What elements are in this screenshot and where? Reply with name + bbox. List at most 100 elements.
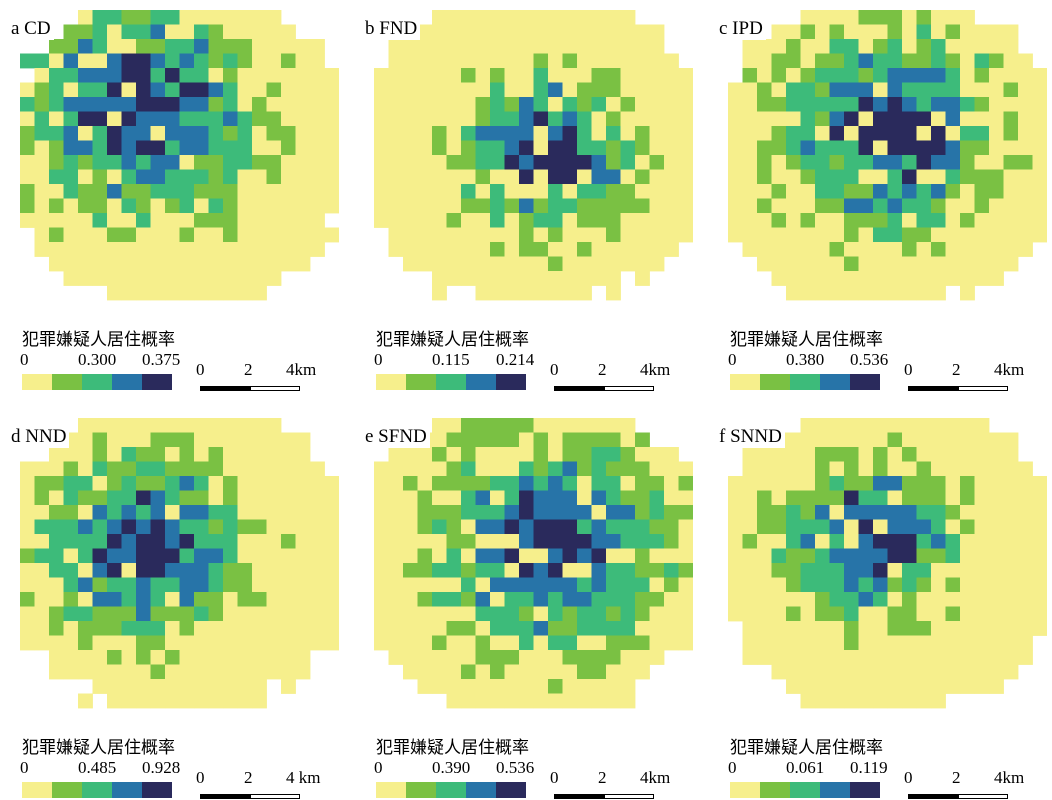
legend-title: 犯罪嫌疑人居住概率 [376,330,529,350]
raster-cell [208,650,224,665]
raster-cell [873,140,888,156]
raster-cell [92,563,108,578]
raster-cell [858,82,874,98]
raster-cell [844,242,859,257]
raster-cell [815,82,830,98]
raster-cell [49,519,64,535]
raster-cell [194,126,209,141]
raster-cell [417,534,433,549]
raster-cell [165,285,180,301]
raster-cell [916,606,932,622]
raster-cell [504,256,520,272]
legend-swatch [406,782,436,798]
raster-cell [887,534,903,549]
raster-cell [20,198,35,214]
raster-cell [266,461,282,477]
raster-cell [562,476,578,491]
raster-cell [664,198,679,214]
raster-cell [281,184,296,199]
raster-cell [728,563,743,578]
raster-cell [150,24,166,40]
raster-cell [63,82,79,98]
raster-cell [678,606,693,622]
raster-cell [446,140,462,156]
raster-cell [989,53,1004,69]
raster-cell [649,592,665,607]
raster-cell [533,271,549,286]
raster-cell [829,505,845,520]
raster-cell [844,213,859,228]
raster-cell [49,635,64,651]
raster-cell [519,635,534,651]
raster-cell [121,418,137,433]
raster-cell [374,198,389,214]
raster-cell [916,97,932,112]
raster-cell [1032,213,1047,228]
raster-cell [295,198,311,214]
raster-cell [635,577,650,593]
raster-cell [223,242,238,257]
raster-cell [107,664,122,680]
raster-cell [121,68,137,83]
raster-cell [916,418,932,433]
raster-cell [815,635,830,651]
raster-cell [887,447,903,462]
raster-cell [815,621,830,636]
raster-cell [858,505,874,520]
raster-cell [63,155,79,170]
raster-cell [916,505,932,520]
raster-cell [107,140,122,156]
raster-cell [829,548,845,564]
raster-cell [136,519,151,535]
raster-cell [742,155,758,170]
raster-cell [844,169,859,185]
raster-cell [577,505,592,520]
raster-cell [757,97,772,112]
raster-cell [281,432,296,448]
raster-cell [388,447,404,462]
raster-cell [533,198,549,214]
legend-color-bar [730,374,880,390]
raster-cell [960,461,975,477]
raster-cell [324,68,339,83]
raster-cell [194,256,209,272]
raster-cell [461,271,476,286]
raster-cell [620,242,636,257]
raster-cell [281,650,296,665]
raster-cell [960,198,975,214]
raster-cell [237,679,253,694]
raster-cell [771,68,787,83]
raster-cell [562,169,578,185]
raster-cell [757,39,772,54]
raster-cell [620,476,636,491]
raster-cell [519,242,534,257]
raster-cell [800,606,816,622]
raster-cell [945,227,961,243]
raster-cell [945,447,961,462]
raster-cell [446,169,462,185]
raster-cell [916,126,932,141]
raster-cell [295,68,311,83]
raster-cell [194,24,209,40]
raster-cell [252,184,267,199]
raster-cell [562,53,578,69]
raster-cell [916,271,932,286]
raster-cell [208,184,224,199]
raster-cell [664,53,679,69]
raster-cell [20,461,35,477]
raster-cell [974,519,990,535]
raster-cell [208,198,224,214]
raster-cell [417,447,433,462]
raster-cell [281,664,296,680]
raster-cell [887,418,903,433]
raster-cell [562,82,578,98]
raster-cell [533,592,549,607]
raster-cell [165,577,180,593]
raster-cell [504,140,520,156]
raster-cell [771,271,787,286]
raster-cell [664,242,679,257]
raster-cell [150,140,166,156]
raster-cell [858,155,874,170]
raster-cell [252,635,267,651]
raster-cell [490,53,505,69]
